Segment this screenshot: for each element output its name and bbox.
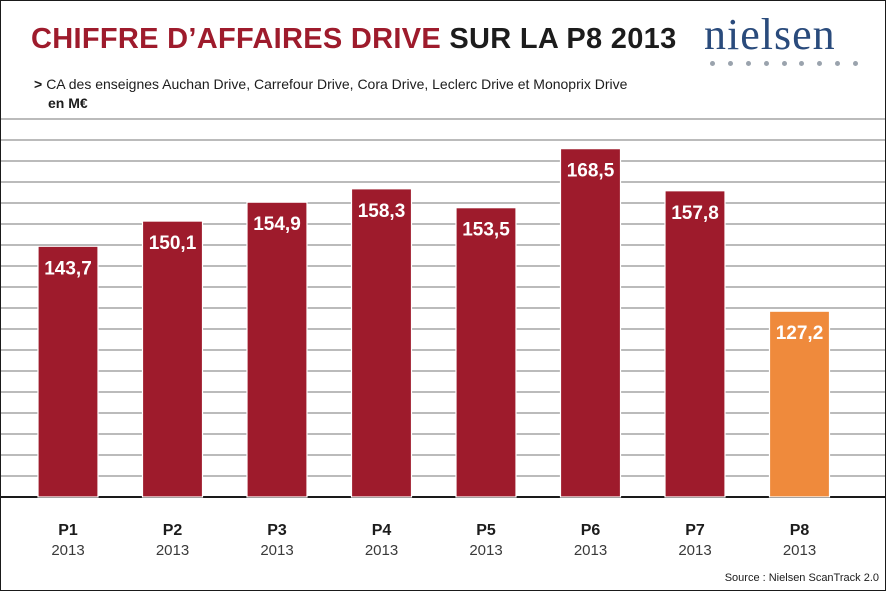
chart-title: CHIFFRE D’AFFAIRES DRIVE SUR LA P8 2013 [31,23,677,56]
bar-p3 [246,201,308,498]
source-note: Source : Nielsen ScanTrack 2.0 [724,572,879,584]
nielsen-logo: nielsen [704,11,864,71]
bar-p2 [141,220,204,498]
x-tick-label: P4 [372,522,392,539]
x-tick-label: P1 [58,522,78,539]
bar-p8 [768,310,831,498]
x-tick-label: P8 [790,522,810,539]
logo-dots [710,61,858,66]
bar-p7 [664,190,726,498]
x-tick-label: P6 [581,522,601,539]
chart-subtitle: > CA des enseignes Auchan Drive, Carrefou… [34,76,627,92]
title-accent: CHIFFRE D’AFFAIRES DRIVE [31,23,441,55]
bar-p5 [455,207,517,498]
x-tick-label: P2 [163,522,183,539]
bar-p6 [559,148,622,498]
bar-value-label: 157,8 [671,203,719,224]
subtitle-arrow: > [34,76,43,92]
bar-value-label: 168,5 [567,161,615,182]
bar-p1 [37,245,99,498]
x-tick-sublabel: 2013 [51,542,84,559]
bar-value-label: 150,1 [149,233,197,254]
bar-value-label: 127,2 [776,323,824,344]
x-tick-sublabel: 2013 [574,542,607,559]
x-tick-sublabel: 2013 [469,542,502,559]
x-tick-sublabel: 2013 [783,542,816,559]
x-tick-sublabel: 2013 [156,542,189,559]
bar-value-label: 143,7 [44,258,92,279]
bar-p4 [350,188,413,498]
x-tick-sublabel: 2013 [260,542,293,559]
unit-label: en M€ [48,95,88,111]
bar-value-label: 158,3 [358,201,406,222]
subtitle-text: CA des enseignes Auchan Drive, Carrefour… [46,76,628,92]
x-tick-label: P7 [685,522,705,539]
x-tick-sublabel: 2013 [678,542,711,559]
x-tick-label: P5 [476,522,496,539]
x-tick-label: P3 [267,522,287,539]
bar-value-label: 153,5 [462,220,510,241]
logo-wordmark: nielsen [704,10,836,59]
bar-value-label: 154,9 [253,214,301,235]
title-rest: SUR LA P8 2013 [449,23,677,55]
x-tick-sublabel: 2013 [365,542,398,559]
